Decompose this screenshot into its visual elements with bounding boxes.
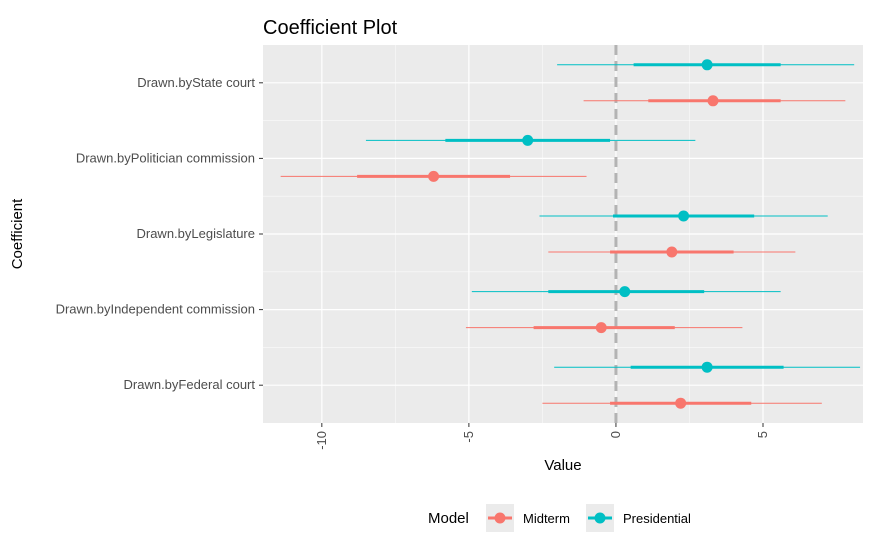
point-estimate [675, 397, 687, 409]
y-tick-label: Drawn.byIndependent commission [56, 302, 255, 317]
y-axis-ticks: Drawn.byState court Drawn.byPolitician co… [56, 75, 263, 392]
legend-title: Model [428, 510, 469, 527]
estimate-midterm [548, 246, 796, 258]
point-estimate [707, 95, 719, 107]
y-tick-label: Drawn.byPolitician commission [76, 150, 255, 165]
legend-label: Midterm [523, 511, 570, 526]
estimate-midterm [583, 95, 846, 107]
legend-item-midterm: Midterm [486, 504, 570, 532]
gridlines [263, 45, 863, 423]
data-marks [280, 59, 861, 409]
estimate-midterm [280, 170, 587, 182]
estimate-presidential [471, 286, 781, 298]
point-estimate [678, 210, 690, 222]
point-estimate [522, 134, 534, 146]
y-tick-label: Drawn.byFederal court [124, 377, 256, 392]
point-estimate [595, 322, 607, 334]
estimate-midterm [542, 397, 822, 409]
chart-title: Coefficient Plot [263, 17, 398, 39]
y-tick-label: Drawn.byLegislature [136, 226, 255, 241]
legend: Model Midterm Presidential [428, 504, 691, 532]
x-axis-ticks: -10 -5 0 5 [314, 423, 770, 450]
legend-item-presidential: Presidential [586, 504, 691, 532]
estimate-presidential [557, 59, 855, 71]
x-tick-label: -5 [461, 431, 476, 443]
point-estimate [666, 246, 678, 258]
point-estimate [428, 170, 440, 182]
estimate-midterm [465, 322, 743, 334]
x-axis-title: Value [544, 457, 581, 474]
x-tick-label: -10 [314, 431, 329, 450]
x-tick-label: 0 [608, 431, 623, 438]
point-estimate [701, 361, 713, 373]
estimate-presidential [365, 134, 696, 146]
x-tick-label: 5 [755, 431, 770, 438]
estimate-presidential [539, 210, 828, 222]
legend-key-point [494, 512, 506, 524]
y-tick-label: Drawn.byState court [137, 75, 255, 90]
point-estimate [701, 59, 713, 71]
estimate-presidential [554, 361, 861, 373]
legend-label: Presidential [623, 511, 691, 526]
point-estimate [619, 286, 631, 298]
y-axis-title: Coefficient [9, 198, 26, 269]
legend-key-point [594, 512, 606, 524]
